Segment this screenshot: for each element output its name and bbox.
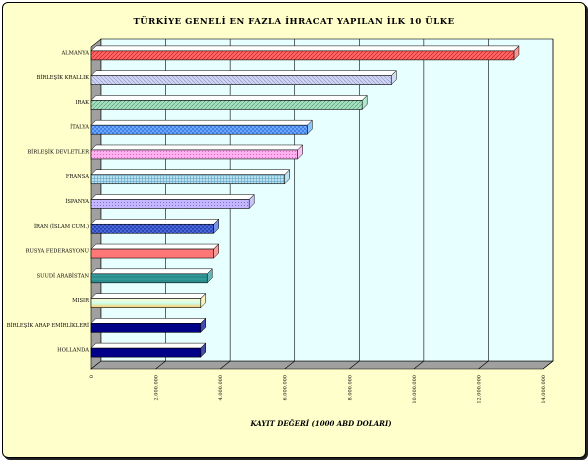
gridline-floor [413,360,425,370]
bar [90,268,213,284]
category-label: İRAN (İSLAM CUM.) [34,223,89,230]
x-tick-label: 10.000.000 [412,375,418,404]
bar-top [90,268,213,275]
category-label: IRAK [75,100,89,106]
gridline-floor [155,360,166,370]
category-label: RUSYA FEDERASYONU [26,249,90,255]
bar-face [90,174,286,185]
x-axis-label: KAYIT DEĞERİ (1000 ABD DOLARI) [249,419,391,428]
bar-face [90,323,202,333]
category-label: BİRLEŞİK ARAP EMİRLİKLERİ [7,322,89,329]
bar-face [90,100,363,110]
bar-face [90,50,515,61]
bar [90,193,255,210]
gridline-floor [349,360,360,370]
bar-face [90,223,214,234]
category-label: HOLLANDA [57,348,89,354]
bar [90,45,520,61]
gridline-floor [478,360,489,370]
bar-face [90,149,298,160]
bar-top [90,45,520,52]
bar [90,342,207,358]
bar [90,119,313,135]
category-label: BİRLEŞİK KRALLIK [37,74,90,81]
bar-chart: TÜRKİYE GENELİ EN FAZLA İHRACAT YAPILAN … [7,14,554,428]
bar [90,144,304,160]
bar-top [90,70,397,76]
x-tick-label: 2.000.000 [154,375,160,400]
gridline-floor [542,360,554,370]
category-labels: ALMANYA BİRLEŞİK KRALLIK IRAK İTALYA BİRLEŞİ… [7,50,90,353]
bar-face [90,298,202,308]
bar-face [90,199,250,209]
bar [90,218,220,234]
x-tick-label: 0 [89,375,95,378]
gridline-floor [219,360,231,370]
bar-top [90,318,207,324]
bar [90,317,207,333]
x-tick-labels: 0 2.000.000 4.000.000 6.000.000 8.000.000 10.… [89,375,547,404]
category-label: İTALYA [70,124,89,131]
bar [90,94,368,111]
bar-top [90,119,313,126]
bar [90,169,291,185]
category-label: MISIR [72,298,90,304]
category-label: İSPANYA [65,198,89,205]
x-tick-label: 8.000.000 [347,375,353,400]
gridline-floor [284,360,295,370]
x-tick-label: 14.000.000 [541,375,547,404]
category-label: ALMANYA [60,50,89,56]
x-tick-label: 12.000.000 [476,375,482,404]
x-tick-label: 4.000.000 [218,375,224,400]
bar-top [90,342,207,349]
bar-top [90,293,207,299]
bar-face [90,248,214,259]
bars [90,45,520,358]
category-label: SUUDİ ARABİSTAN [37,272,90,279]
bar-top [90,243,220,250]
bar-face [90,75,392,85]
bar [90,292,207,309]
bar-face [90,273,208,284]
x-tick-label: 6.000.000 [283,375,289,400]
category-label: FRANSA [66,174,89,180]
bar [90,70,397,86]
category-label: BİRLEŞİK DEVLETLER [27,148,90,155]
bar-top [90,169,291,175]
bar-top [90,194,255,200]
chart-title: TÜRKİYE GENELİ EN FAZLA İHRACAT YAPILAN … [133,14,454,27]
bar [90,243,220,259]
bar-face [90,124,308,135]
bar-top [90,144,304,151]
bar-top [90,219,220,225]
bar-top [90,95,368,101]
bar-face [90,347,202,358]
